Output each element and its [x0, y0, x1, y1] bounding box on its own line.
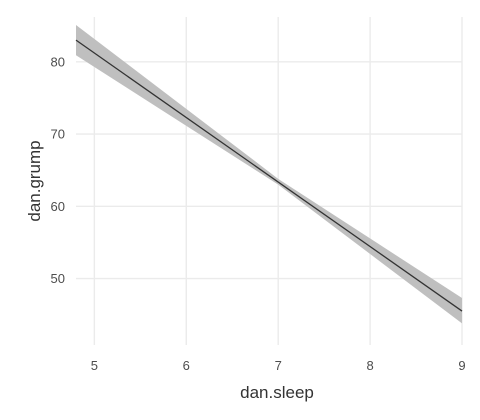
- regression-lines: [75, 39, 463, 312]
- x-tick-label: 6: [183, 358, 190, 373]
- y-axis-title: dan.grump: [25, 140, 44, 221]
- x-tick-label: 5: [91, 358, 98, 373]
- regression-line: [75, 39, 463, 312]
- y-tick-label: 70: [51, 127, 65, 142]
- x-axis-title: dan.sleep: [240, 383, 314, 402]
- confidence-ribbons: [76, 24, 462, 324]
- y-tick-label: 80: [51, 54, 65, 69]
- x-tick-label: 9: [458, 358, 465, 373]
- x-tick-label: 7: [275, 358, 282, 373]
- x-tick-labels: 5 6 7 8 9: [91, 358, 466, 373]
- x-tick-label: 8: [366, 358, 373, 373]
- y-tick-label: 50: [51, 271, 65, 286]
- y-tick-label: 60: [51, 199, 65, 214]
- confidence-ribbon: [76, 24, 462, 324]
- y-tick-labels: 50 60 70 80: [51, 54, 65, 286]
- grid-lines: [76, 17, 463, 345]
